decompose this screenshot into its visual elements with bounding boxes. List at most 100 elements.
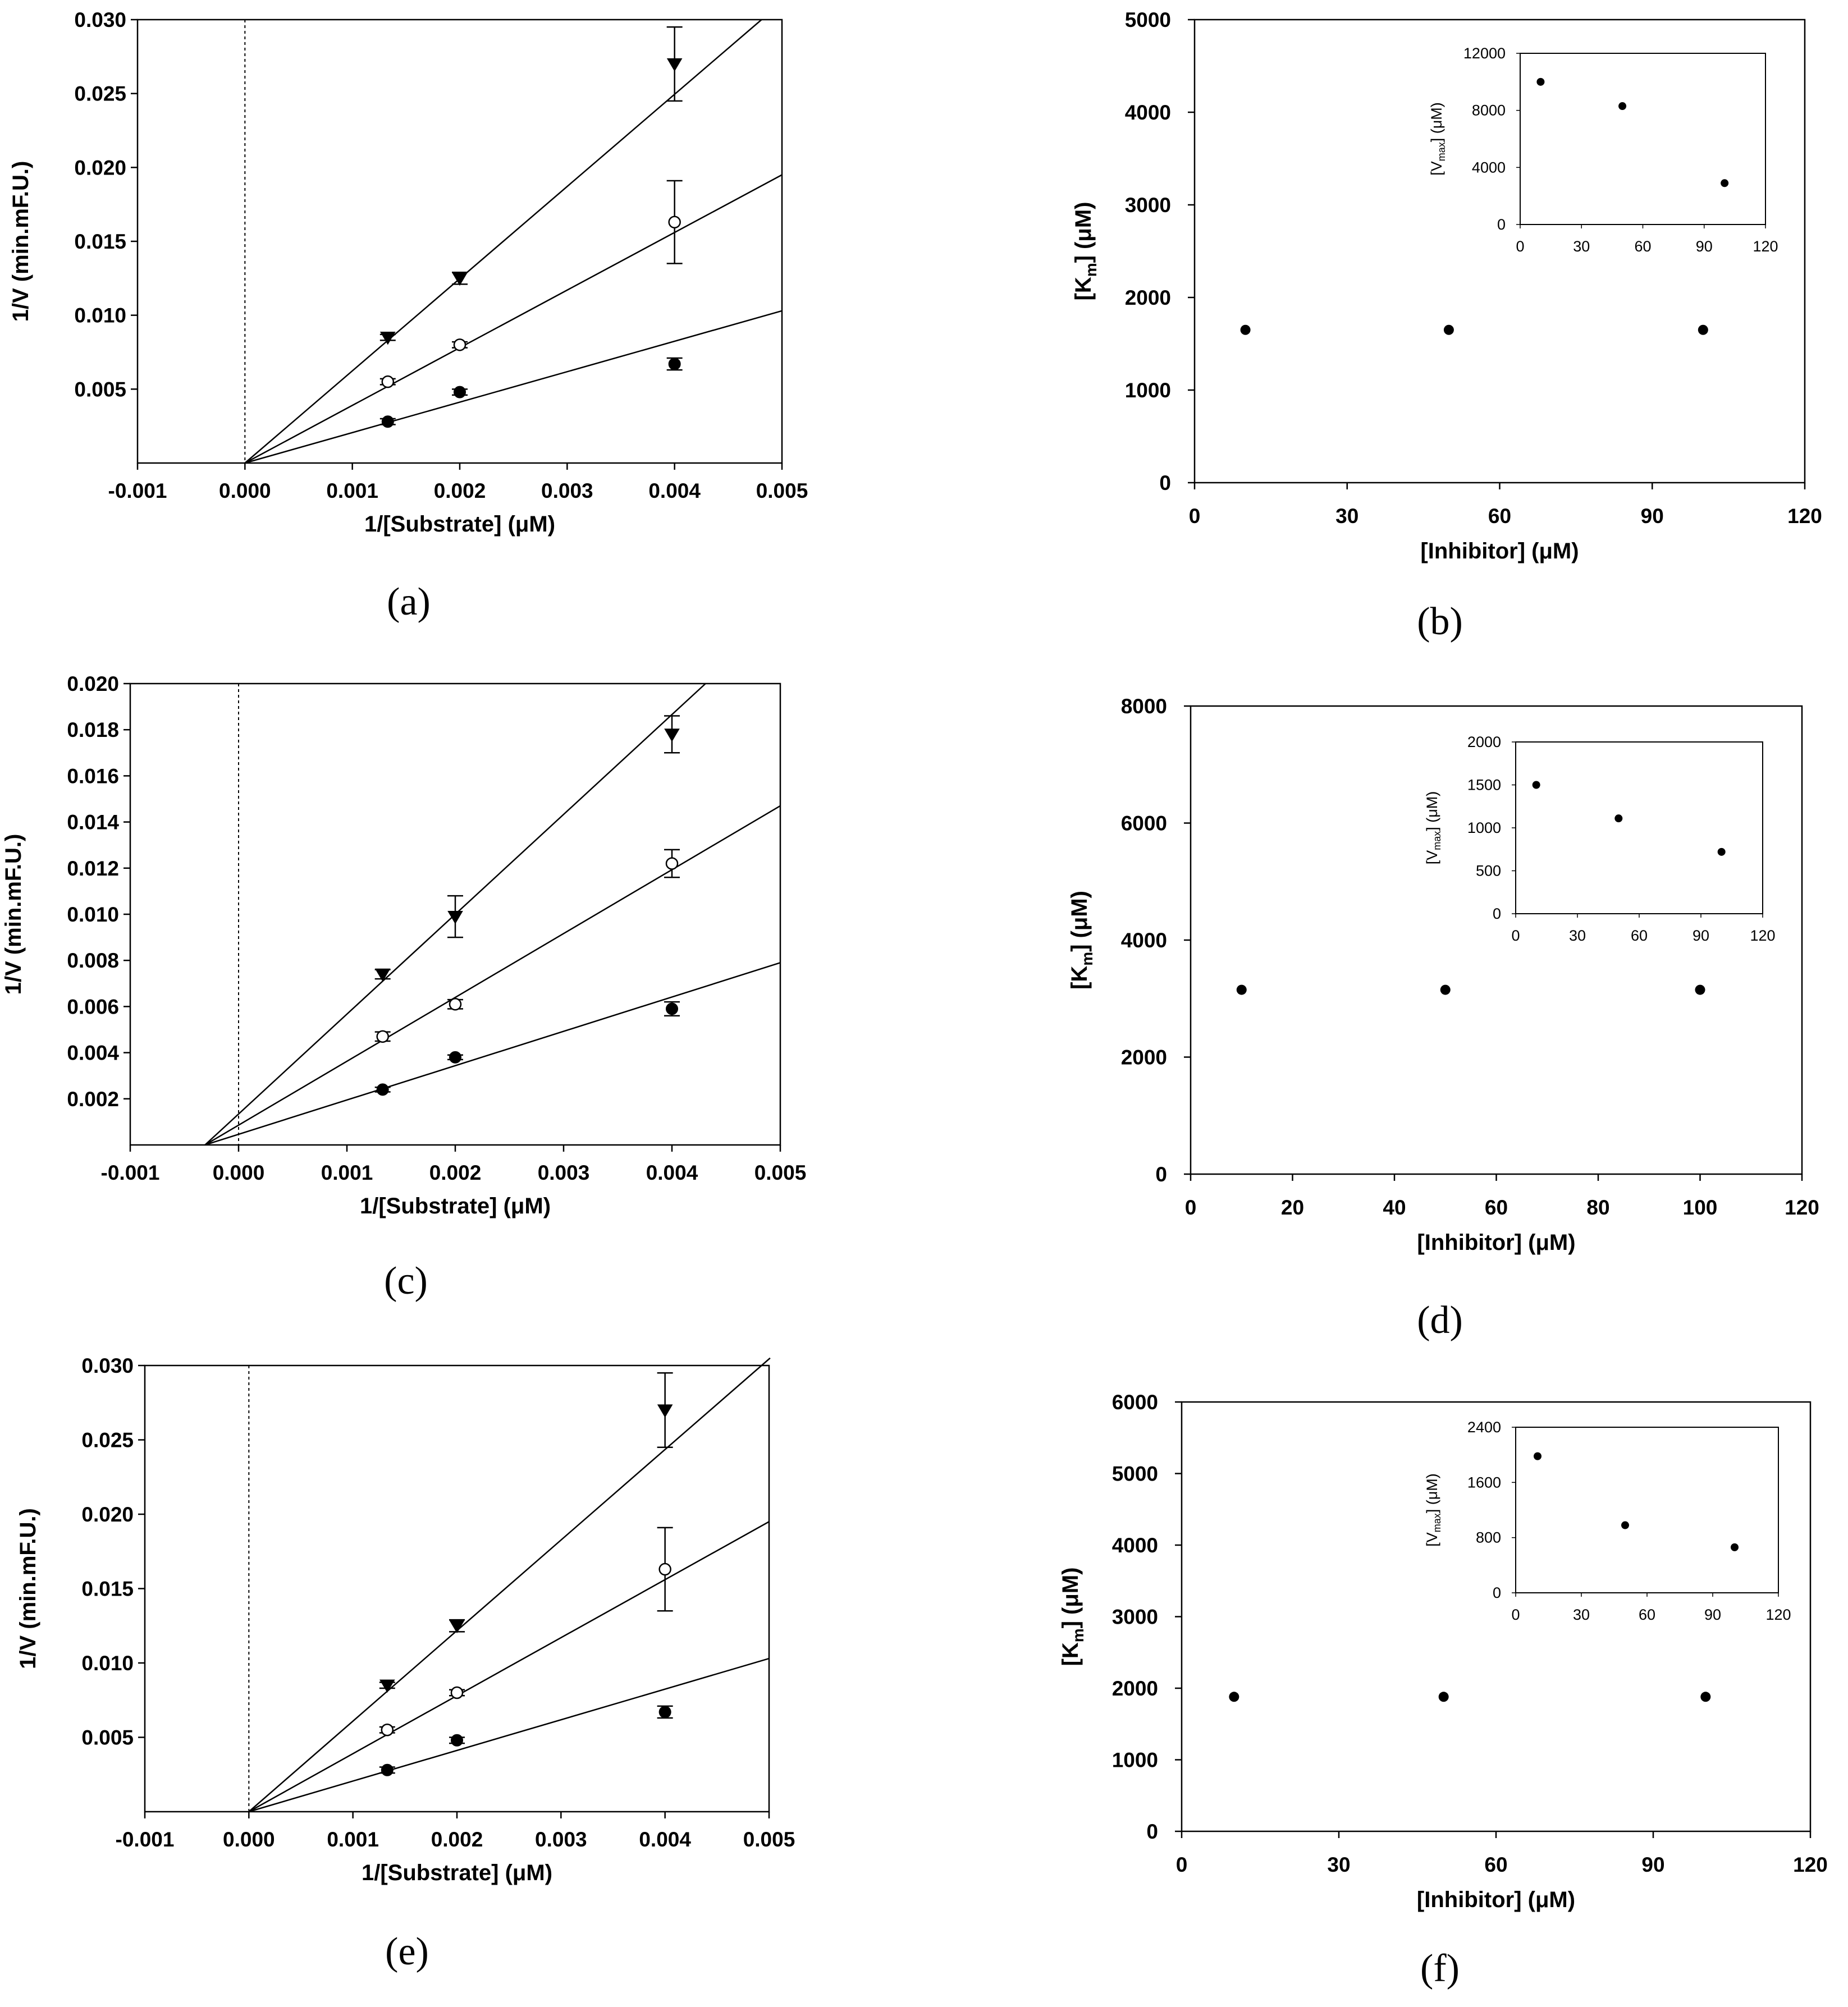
y-tick-label: 0.020 [67, 672, 119, 695]
x-axis-label: [Inhibitor] (μM) [1417, 1230, 1575, 1255]
inset-x-tick-label: 120 [1765, 1606, 1791, 1623]
x-tick-label: 0.005 [756, 479, 808, 502]
x-tick-label: 90 [1641, 1853, 1664, 1876]
data-point [658, 1706, 671, 1719]
inset-chart: 0 30 60 90 120 0 4000 8000 12000 [Vmax] (μM) [1428, 45, 1778, 255]
inset-y-tick-label: 1000 [1467, 819, 1501, 836]
inset-data-point [1534, 1452, 1541, 1460]
inset-y-tick-label: 2400 [1467, 1419, 1501, 1436]
y-tick-label: 0.002 [67, 1088, 119, 1111]
series-circle-filled [204, 962, 781, 1146]
data-point [1695, 984, 1705, 995]
inset-y-axis-label-end: ] (μM) [1424, 791, 1440, 831]
x-axis-label: 1/[Substrate] (μM) [360, 1194, 551, 1218]
chart-a: -0.001 0.000 0.001 0.002 0.003 0.004 0.005 0.00… [8, 8, 808, 624]
inset-frame [1520, 53, 1766, 225]
data-point [376, 1083, 389, 1096]
inset-x-tick-label: 60 [1634, 238, 1651, 255]
data-point [450, 1686, 464, 1699]
y-tick-label: 0.025 [81, 1429, 134, 1452]
data-point [666, 1002, 678, 1015]
y-axis-label: [Km] (μM) [1071, 202, 1100, 301]
inset-y-axis-label: [Vmax] (μM) [1428, 102, 1447, 176]
data-point [666, 58, 683, 72]
y-tick-label: 0.015 [74, 230, 126, 253]
inset-x-tick-label: 60 [1631, 927, 1648, 944]
y-tick-label: 3000 [1125, 194, 1171, 217]
inset-x-tick-label: 0 [1511, 927, 1520, 944]
x-tick-label: -0.001 [116, 1828, 175, 1851]
x-tick-label: 20 [1281, 1196, 1304, 1219]
data-point [1438, 1692, 1449, 1702]
x-tick-label: 0.001 [321, 1161, 373, 1184]
fit-line [204, 805, 781, 1146]
inset-y-tick-label: 0 [1493, 1584, 1501, 1601]
x-tick-label: 30 [1327, 1853, 1350, 1876]
chart-b: 0 30 60 90 120010002000300040005000[Inhibito… [1071, 8, 1822, 643]
x-tick-label: 60 [1488, 505, 1511, 528]
y-tick-label: 0.010 [67, 903, 119, 926]
panel-label: (b) [1417, 600, 1463, 643]
y-tick-label: 0.004 [67, 1042, 119, 1065]
inset-x-tick-label: 120 [1750, 927, 1775, 944]
data-point [1229, 1692, 1239, 1702]
fit-line [244, 19, 762, 464]
inset-y-tick-label: 0 [1497, 216, 1506, 233]
data-point [379, 332, 396, 345]
series-circle-open [204, 805, 781, 1146]
series-triangle-down [244, 19, 762, 464]
data-point [1698, 324, 1708, 335]
inset-chart: 0 30 60 90 120 0 800 1600 2400 [Vmax] (μM) [1424, 1419, 1791, 1623]
data-point [454, 386, 466, 398]
y-axis-label: [Km] (μM) [1058, 1568, 1087, 1666]
inset-data-point [1731, 1543, 1739, 1551]
data-point [376, 1030, 389, 1043]
y-tick-label: 0.005 [81, 1726, 134, 1749]
series-triangle-down [248, 1357, 771, 1812]
y-axis-label-end: ] (μM) [1067, 891, 1092, 952]
data-point [381, 415, 394, 428]
x-tick-label: 0.000 [213, 1161, 265, 1184]
y-axis-label-main: [K [1067, 966, 1092, 989]
y-tick-label: 0 [1146, 1820, 1158, 1843]
y-tick-label: 0.010 [81, 1652, 134, 1675]
y-axis-label-sub: m [1069, 1628, 1087, 1642]
y-tick-label: 8000 [1121, 695, 1167, 718]
x-tick-label: 0.004 [646, 1161, 698, 1184]
y-tick-label: 1000 [1112, 1749, 1158, 1772]
y-tick-label: 0.006 [67, 995, 119, 1018]
inset-data-point [1614, 814, 1623, 823]
chart-e: -0.001 0.000 0.001 0.002 0.003 0.004 0.005 0.00… [16, 1354, 795, 1973]
x-tick-label: 0.005 [754, 1161, 807, 1184]
inset-y-tick-label: 1600 [1467, 1474, 1501, 1491]
data-point [447, 910, 463, 924]
inset-x-tick-label: 90 [1704, 1606, 1721, 1623]
y-tick-label: 2000 [1112, 1677, 1158, 1700]
data-point [658, 1562, 671, 1576]
y-axis-label: [Km] (μM) [1067, 891, 1096, 989]
plot-frame [1193, 19, 1806, 484]
data-point [381, 1724, 394, 1736]
y-tick-label: 6000 [1112, 1391, 1158, 1414]
inset-y-tick-label: 1500 [1467, 777, 1501, 794]
x-tick-label: 0.002 [431, 1828, 483, 1851]
x-tick-label: 80 [1586, 1196, 1609, 1219]
fit-line [248, 1657, 770, 1813]
x-tick-label: 120 [1785, 1196, 1819, 1219]
y-tick-label: 0.030 [81, 1354, 134, 1377]
x-tick-label: 0.004 [648, 479, 701, 502]
inset-data-point [1532, 781, 1540, 789]
x-tick-label: 0 [1176, 1853, 1188, 1876]
inset-x-tick-label: 60 [1639, 1606, 1655, 1623]
x-tick-label: 60 [1484, 1853, 1507, 1876]
series-circle-filled [248, 1657, 770, 1813]
x-tick-label: -0.001 [108, 479, 167, 502]
data-point [453, 338, 466, 351]
data-point [449, 1620, 465, 1634]
x-tick-label: 100 [1683, 1196, 1718, 1219]
inset-y-axis-label-sub: max [1436, 142, 1447, 161]
inset-y-axis-label: [Vmax] (μM) [1424, 1473, 1443, 1547]
x-tick-label: 40 [1383, 1196, 1406, 1219]
y-tick-label: 3000 [1112, 1606, 1158, 1629]
x-tick-label: 0.003 [535, 1828, 587, 1851]
